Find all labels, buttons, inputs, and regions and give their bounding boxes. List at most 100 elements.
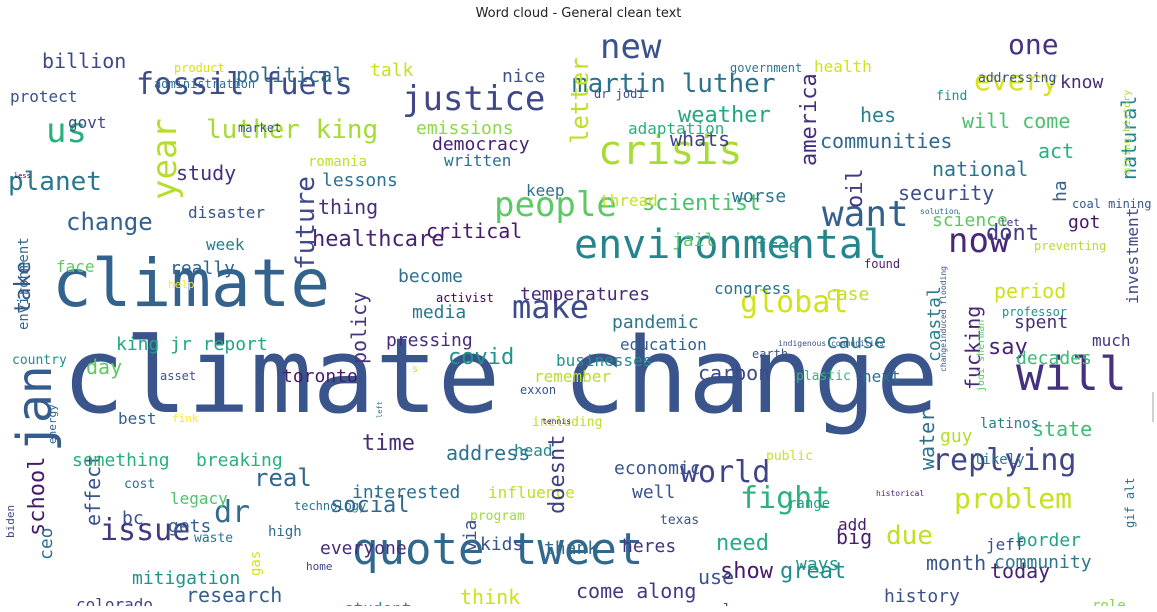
word-future: future	[291, 176, 321, 270]
word-govt: govt	[68, 113, 107, 132]
word-breaking: breaking	[196, 450, 283, 471]
word-changeinduced-flooding: changeinduced flooding	[939, 266, 948, 372]
word-lessons: lessons	[322, 170, 398, 191]
word-market: market	[238, 121, 281, 135]
word-preventing: preventing	[1034, 239, 1106, 253]
word-today: today	[990, 559, 1050, 583]
word-america: america	[797, 73, 822, 166]
word-history: history	[884, 586, 960, 606]
word-mitigation: mitigation	[132, 568, 240, 589]
word-exxon: exxon	[520, 383, 556, 397]
word-latinos: latinos	[980, 416, 1039, 432]
word-fight: fight	[740, 481, 830, 516]
word-jail: jail	[672, 230, 715, 251]
word-public: public	[766, 449, 813, 464]
word-next: next	[862, 367, 901, 386]
word-king-jr-report: king jr report	[116, 334, 268, 355]
word-asset: asset	[160, 369, 196, 383]
word-communities: communities	[820, 129, 952, 153]
word-year: year	[145, 118, 185, 200]
word-climate: climate	[52, 245, 330, 322]
word-fucking: fucking	[961, 306, 985, 390]
word-professor: professor	[1002, 305, 1067, 319]
word-study: study	[176, 161, 236, 185]
word-political: political	[236, 63, 344, 87]
word-thank: thank	[544, 538, 598, 559]
word-decades: decades	[1016, 348, 1092, 369]
word-will: will	[1016, 347, 1127, 401]
word-quote-tweet: quote tweet	[352, 524, 643, 575]
word-luther-king: luther king	[206, 115, 378, 145]
word-addressing: addressing	[978, 71, 1056, 86]
word-cause: cause	[826, 329, 886, 353]
word-including: including	[532, 415, 602, 430]
word-scientist: scientist	[642, 191, 761, 216]
word-climate-change: climate change	[62, 315, 939, 437]
word-period: period	[994, 279, 1066, 303]
word-find: find	[936, 89, 967, 104]
word-gets: gets	[168, 516, 211, 537]
word-act: act	[1038, 139, 1074, 163]
word-due: due	[886, 521, 933, 551]
word-say: say	[988, 335, 1028, 360]
word-democracy: democracy	[432, 134, 530, 155]
word-people: people	[494, 185, 617, 225]
word-gif-alt: gif alt	[1123, 477, 1137, 528]
word-heres: heres	[622, 536, 676, 557]
word-much: much	[1092, 331, 1131, 350]
word-billion: billion	[42, 49, 126, 73]
word-likely: likely	[974, 452, 1025, 468]
word-hes: hes	[860, 103, 896, 127]
word-oil: oil	[843, 168, 868, 208]
word-community: community	[994, 552, 1092, 573]
word-home: home	[306, 560, 333, 573]
word-take: take	[11, 261, 36, 314]
word-world: world	[680, 455, 770, 490]
word-make: make	[512, 288, 589, 326]
word-water: water	[915, 410, 939, 470]
word-weather: weather	[678, 103, 771, 128]
word-left: left	[376, 401, 384, 418]
word-administration: administration	[154, 77, 255, 91]
word-social: social	[330, 493, 409, 518]
word-energy: energy	[46, 404, 59, 444]
word-biden: biden	[4, 505, 17, 538]
word-influence: influence	[488, 483, 575, 502]
word-ways: ways	[796, 554, 839, 575]
word-pandemic: pandemic	[612, 312, 699, 333]
word-dr: dr	[214, 495, 250, 530]
word-waste: waste	[194, 531, 233, 546]
word-security: security	[898, 181, 994, 205]
word-martin-luther: martin luther	[572, 69, 776, 99]
word-written: written	[444, 151, 511, 170]
word-product: product	[174, 61, 225, 75]
word-replying: replying	[932, 443, 1077, 478]
word-whats: whats	[670, 127, 730, 151]
word-month: month	[926, 551, 986, 575]
word-policy: policy	[347, 292, 371, 364]
word-jeff: jeff	[986, 535, 1025, 554]
word-texas: texas	[660, 513, 699, 528]
word-become: become	[398, 266, 463, 287]
word-worse: worse	[732, 186, 786, 207]
word-technology: technology	[294, 499, 366, 513]
word-government: government	[730, 61, 802, 75]
word-solution: solution	[920, 207, 959, 216]
word-critical: critical	[426, 219, 522, 243]
word-change: change	[66, 208, 153, 236]
word-thread: thread	[600, 191, 658, 210]
word-plastic: plastic	[796, 369, 851, 384]
word-need: need	[716, 531, 769, 556]
word-bc: bc	[122, 508, 144, 529]
word-environmental: environmental	[574, 222, 887, 268]
word-one: one	[1008, 28, 1059, 61]
word-issue: issue	[100, 513, 190, 548]
chart-title: Word cloud - General clean text	[475, 6, 682, 21]
word-something: something	[72, 450, 170, 471]
word-investment: investment	[1123, 208, 1142, 304]
word-problem: problem	[954, 482, 1072, 515]
word-colorado: colorado	[76, 595, 153, 606]
word-research: research	[186, 583, 282, 606]
word-great: great	[780, 559, 846, 584]
word-covid: covid	[448, 345, 514, 370]
